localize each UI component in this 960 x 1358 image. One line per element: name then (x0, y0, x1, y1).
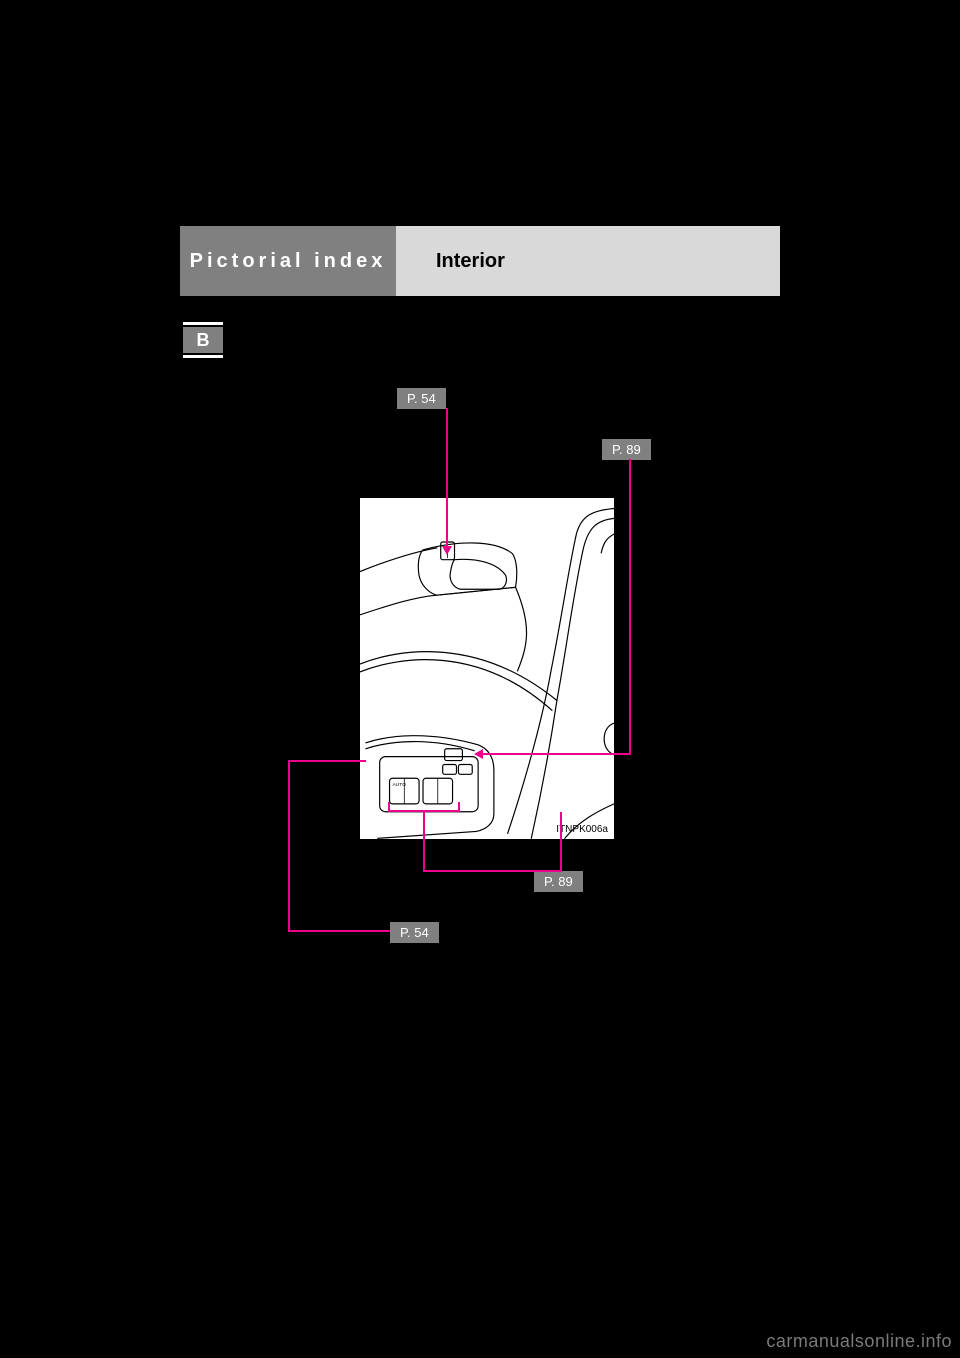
header-right-panel: Interior (396, 226, 780, 296)
door-panel-diagram: AUTO ITNPK006a (358, 496, 616, 841)
badge-box: B (183, 327, 223, 353)
header-left-title: Pictorial index (190, 250, 387, 273)
leader-line (288, 930, 390, 932)
page-ref-label: P. 54 (400, 925, 429, 940)
leader-line (388, 802, 390, 812)
diagram-image-code: ITNPK006a (556, 824, 608, 835)
leader-line (423, 810, 425, 872)
page-ref-label: P. 89 (544, 874, 573, 889)
leader-line (423, 870, 562, 872)
page-ref-bottom-right[interactable]: P. 89 (534, 871, 583, 892)
header-left-panel: Pictorial index (180, 226, 396, 296)
page: Pictorial index Interior B (0, 0, 960, 1358)
header: Pictorial index Interior (180, 226, 780, 296)
leader-line (629, 459, 631, 755)
header-right-title: Interior (436, 250, 505, 273)
page-ref-label: P. 54 (407, 391, 436, 406)
leader-line (482, 753, 631, 755)
svg-text:AUTO: AUTO (392, 782, 406, 788)
leader-line (458, 802, 460, 812)
door-panel-lineart: AUTO (360, 498, 614, 839)
badge-letter: B (197, 330, 210, 351)
leader-line (560, 812, 562, 872)
watermark-text: carmanualsonline.info (766, 1331, 952, 1352)
page-ref-bottom-left[interactable]: P. 54 (390, 922, 439, 943)
section-badge: B (183, 322, 223, 358)
page-ref-top-left[interactable]: P. 54 (397, 388, 446, 409)
leader-arrow-icon (442, 546, 452, 555)
page-ref-top-right[interactable]: P. 89 (602, 439, 651, 460)
leader-line (288, 760, 366, 762)
leader-arrow-icon (474, 749, 483, 759)
badge-rule-bottom (183, 355, 223, 358)
page-ref-label: P. 89 (612, 442, 641, 457)
leader-line (288, 760, 290, 932)
badge-rule-top (183, 322, 223, 325)
leader-line (446, 408, 448, 548)
